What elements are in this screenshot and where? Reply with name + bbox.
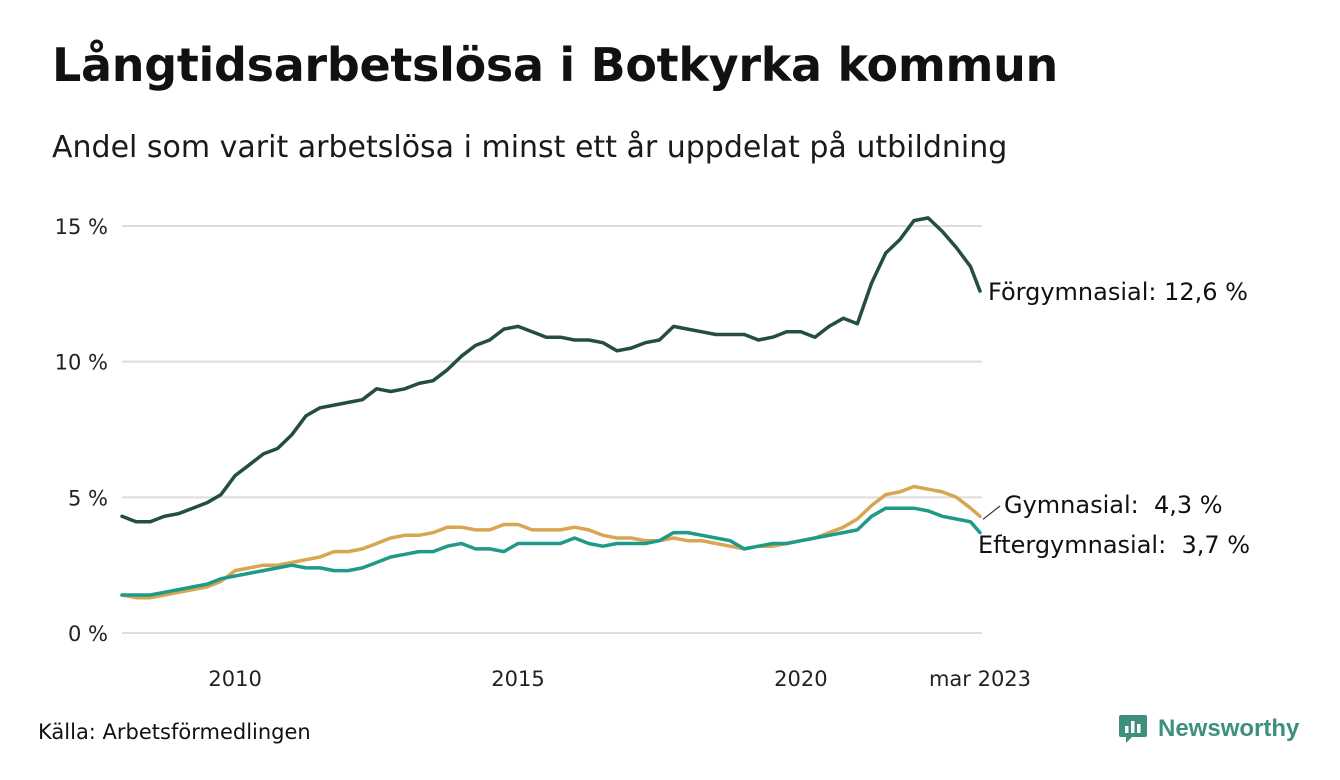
chart-title: Långtidsarbetslösa i Botkyrka kommun [52,38,1058,92]
y-tick-label: 5 % [68,486,108,510]
y-tick-label: 0 % [68,622,108,646]
x-tick-label: 2010 [208,667,261,691]
newsworthy-icon [1119,715,1147,743]
series-label-eftergymnasial: Eftergymnasial: 3,7 % [978,531,1250,559]
series-line-eftergymnasial [120,506,982,597]
x-tick-label: mar 2023 [929,667,1031,691]
y-tick-label: 10 % [55,351,108,375]
series-label-forgymnasial: Förgymnasial: 12,6 % [988,278,1248,306]
series-line-gymnasial [120,484,982,600]
series-layer [120,216,982,600]
series-line-forgymnasial [120,216,982,524]
x-tick-label: 2015 [491,667,544,691]
y-axis-ticks: 0 % 5 % 10 % 15 % [55,215,108,646]
x-tick-label: 2020 [774,667,827,691]
source-note: Källa: Arbetsförmedlingen [38,720,311,744]
grid-layer [122,225,982,634]
series-label-gymnasial: Gymnasial: 4,3 % [1004,491,1223,519]
label-leader-gymnasial [982,505,1001,520]
y-tick-label: 15 % [55,215,108,239]
brand-name: Newsworthy [1158,715,1300,742]
chart-subtitle: Andel som varit arbetslösa i minst ett å… [52,130,1008,165]
x-axis-ticks: 2010 2015 2020 mar 2023 [208,667,1031,691]
brand-logo[interactable]: Newsworthy [1118,713,1299,745]
series-labels: Förgymnasial: 12,6 % Gymnasial: 4,3 % Efte… [978,278,1250,559]
